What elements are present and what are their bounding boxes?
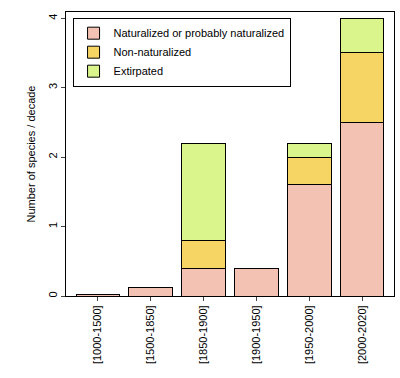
- svg-text:3: 3: [47, 83, 59, 89]
- svg-text:1: 1: [47, 222, 59, 228]
- svg-text:0: 0: [47, 291, 59, 297]
- svg-text:[2000-2020]: [2000-2020]: [356, 305, 368, 364]
- svg-text:Extirpated: Extirpated: [114, 65, 164, 77]
- svg-text:Non-naturalized: Non-naturalized: [114, 46, 192, 58]
- svg-text:[1850-1900]: [1850-1900]: [197, 305, 209, 364]
- svg-text:[1500-1850]: [1500-1850]: [144, 305, 156, 364]
- svg-text:Naturalized or probably natura: Naturalized or probably naturalized: [114, 27, 285, 39]
- svg-text:2: 2: [47, 152, 59, 158]
- svg-text:[1950-2000]: [1950-2000]: [303, 305, 315, 364]
- svg-text:[1900-1950]: [1900-1950]: [250, 305, 262, 364]
- svg-text:Number of species / decade: Number of species / decade: [25, 86, 37, 223]
- svg-text:4: 4: [47, 14, 59, 20]
- svg-text:[1000-1500]: [1000-1500]: [91, 305, 103, 364]
